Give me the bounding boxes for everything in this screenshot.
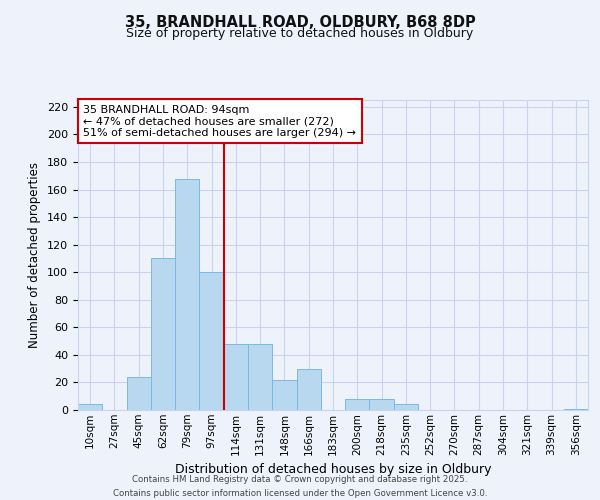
Text: Contains HM Land Registry data © Crown copyright and database right 2025.
Contai: Contains HM Land Registry data © Crown c…: [113, 476, 487, 498]
Bar: [296, 368, 321, 410]
Bar: [78, 404, 102, 410]
Bar: [151, 258, 175, 410]
Bar: [224, 344, 248, 410]
Text: 35, BRANDHALL ROAD, OLDBURY, B68 8DP: 35, BRANDHALL ROAD, OLDBURY, B68 8DP: [125, 15, 475, 30]
Bar: [564, 408, 588, 410]
Bar: [248, 344, 272, 410]
Bar: [199, 272, 224, 410]
Bar: [175, 178, 199, 410]
Bar: [370, 399, 394, 410]
Y-axis label: Number of detached properties: Number of detached properties: [28, 162, 41, 348]
X-axis label: Distribution of detached houses by size in Oldbury: Distribution of detached houses by size …: [175, 463, 491, 476]
Bar: [272, 380, 296, 410]
Text: 35 BRANDHALL ROAD: 94sqm
← 47% of detached houses are smaller (272)
51% of semi-: 35 BRANDHALL ROAD: 94sqm ← 47% of detach…: [83, 104, 356, 138]
Bar: [345, 399, 370, 410]
Bar: [394, 404, 418, 410]
Bar: [127, 377, 151, 410]
Text: Size of property relative to detached houses in Oldbury: Size of property relative to detached ho…: [127, 28, 473, 40]
